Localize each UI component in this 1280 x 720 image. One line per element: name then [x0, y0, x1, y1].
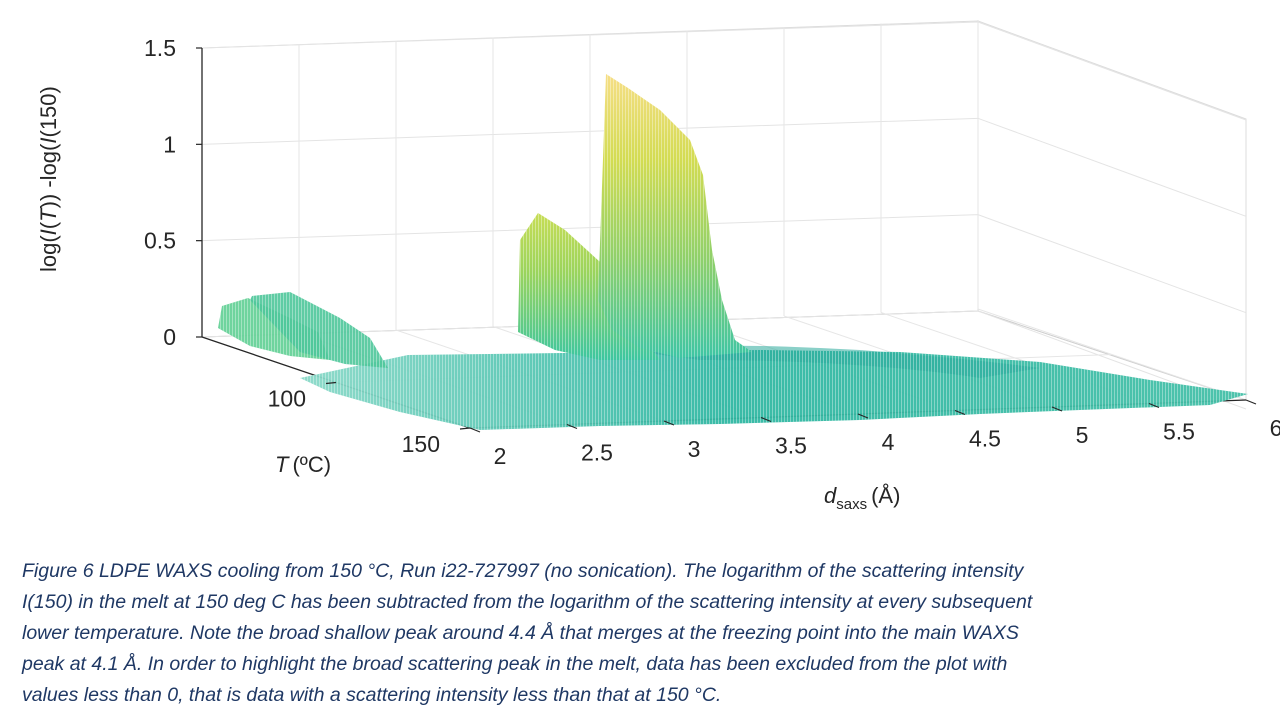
x-tick-label: 5: [1076, 422, 1089, 448]
x-axis-label: dsaxs (Å): [824, 483, 900, 513]
x-tick-label: 5.5: [1163, 419, 1195, 445]
y-tick-label: 150: [402, 431, 440, 457]
y-tick-mark: [325, 381, 337, 385]
y-tick-label: 100: [268, 386, 306, 412]
x-tick-label: 3: [688, 436, 701, 462]
y-ticks: 100 150: [268, 381, 471, 457]
x-tick-label: 3.5: [775, 433, 807, 459]
x-tick-label: 4.5: [969, 426, 1001, 452]
z-tick-label: 1: [163, 131, 176, 157]
x-tick-label: 2: [494, 443, 507, 469]
z-grid-line: [201, 310, 1247, 410]
x-tick-mark: [954, 409, 966, 416]
z-axis-label: log(I(T)) -log(I(150): [36, 86, 61, 272]
x-tick-mark: [469, 427, 481, 433]
x-tick-mark: [566, 423, 578, 430]
y-axis-label: T (ºC): [275, 452, 331, 477]
x-ticks: 2 2.5 3 3.5 4 4.5 5 5.5 6: [469, 399, 1280, 469]
peak-low-d-2-mesh: [250, 292, 388, 368]
figure-caption: Figure 6 LDPE WAXS cooling from 150 °C, …: [22, 556, 1272, 711]
peak-main-waxs-mesh: [598, 74, 752, 358]
caption-line: I(150) in the melt at 150 deg C has been…: [22, 591, 1033, 613]
x-tick-label: 6: [1270, 415, 1280, 441]
side-wall: [977, 20, 1247, 401]
x-tick-label: 2.5: [581, 440, 613, 466]
y-tick-mark: [459, 427, 471, 430]
z-grid-line: [201, 21, 1247, 121]
base-mesh-texture: [300, 350, 1248, 430]
x-tick-mark: [857, 413, 869, 419]
x-tick-mark: [1051, 406, 1063, 412]
caption-line: values less than 0, that is data with a …: [22, 684, 722, 706]
surface-mesh: [218, 74, 1248, 430]
x-tick-mark: [1245, 399, 1257, 405]
caption-line: Figure 6 LDPE WAXS cooling from 150 °C, …: [22, 560, 1024, 582]
z-ticks: 0 0.5 1 1.5: [144, 35, 202, 350]
x-tick-mark: [1148, 402, 1160, 409]
z-tick-label: 0.5: [144, 228, 176, 254]
x-tick-label: 4: [882, 429, 895, 455]
z-tick-label: 1.5: [144, 35, 176, 61]
caption-line: peak at 4.1 Å. In order to highlight the…: [22, 653, 1008, 675]
z-grid-line: [201, 117, 1247, 217]
z-tick-label: 0: [163, 324, 176, 350]
x-tick-mark: [663, 420, 675, 426]
z-grid-line: [201, 214, 1247, 314]
x-tick-mark: [760, 416, 772, 423]
caption-line: lower temperature. Note the broad shallo…: [22, 622, 1019, 644]
surface-chart: 0 0.5 1 1.5 100 150 2 2.5 3 3.5 4 4.5 5 5.5 6 log(I(…: [36, 20, 1280, 513]
